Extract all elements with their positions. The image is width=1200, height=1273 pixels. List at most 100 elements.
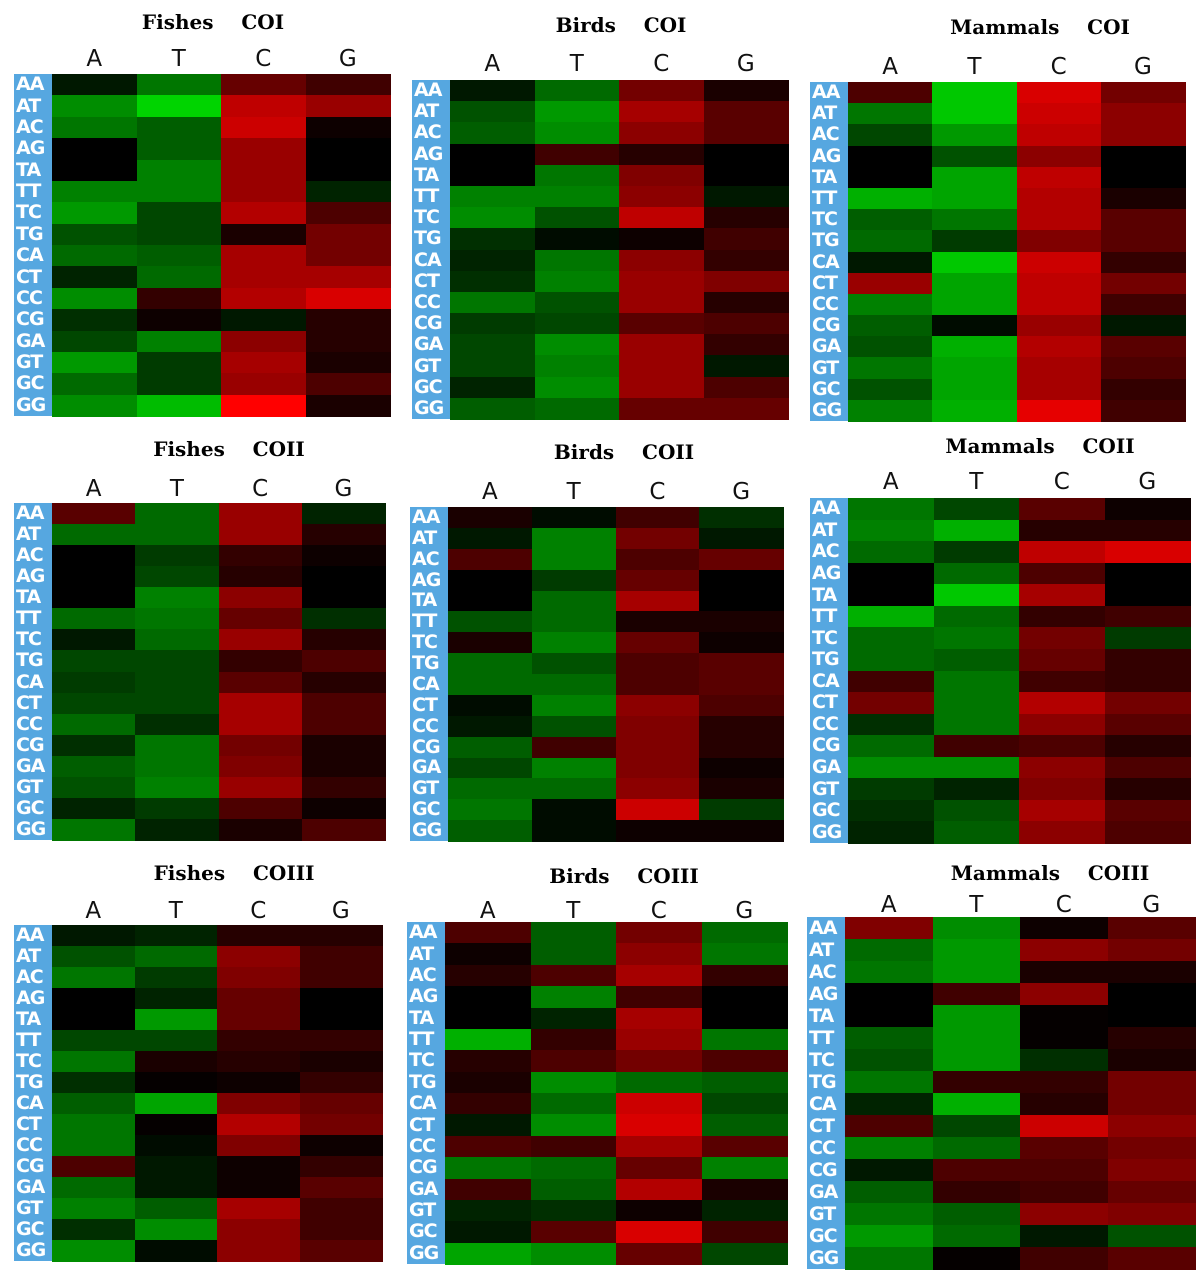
heatmap-cell — [136, 351, 222, 374]
column-label: C — [1055, 892, 1072, 918]
heatmap-cell — [217, 967, 300, 989]
row-label: GA — [809, 1180, 838, 1203]
row-label: GC — [812, 377, 841, 400]
heatmap-cell — [218, 566, 303, 588]
row-label: TA — [812, 165, 837, 188]
heatmap-cell — [305, 394, 391, 417]
heatmap-cell — [701, 1050, 788, 1073]
heatmap-cell — [135, 692, 219, 715]
heatmap-cell — [135, 587, 219, 609]
row-label: AG — [409, 985, 438, 1008]
heatmap-cell — [615, 527, 700, 550]
heatmap-cell — [932, 251, 1017, 274]
heatmap-cell — [615, 611, 700, 633]
heatmap-cell — [616, 943, 702, 966]
row-label: AC — [16, 544, 44, 567]
heatmap-cell — [1107, 1093, 1196, 1116]
heatmap-cell — [218, 650, 303, 672]
heatmap-cell — [305, 287, 391, 310]
heatmap-cell — [531, 715, 616, 738]
row-label: TC — [409, 1049, 435, 1072]
heatmap-cell — [218, 545, 303, 567]
heatmap-cell — [52, 524, 136, 546]
heatmap-cell — [450, 397, 535, 420]
heatmap-cell — [534, 122, 620, 145]
row-label: CA — [414, 248, 442, 271]
heatmap-cell — [445, 964, 531, 987]
heatmap-cell — [448, 527, 533, 550]
row-label: TA — [812, 583, 837, 606]
heatmap-cell — [848, 713, 934, 736]
heatmap-cell — [699, 694, 784, 717]
heatmap-cell — [52, 1198, 135, 1220]
heatmap-cell — [1100, 82, 1186, 104]
heatmap-cell — [703, 334, 789, 356]
heatmap-cell — [531, 674, 616, 696]
heatmap-cell — [299, 1114, 383, 1136]
heatmap-cell — [448, 569, 533, 591]
heatmap-cell — [1016, 103, 1102, 125]
heatmap-cell — [134, 1156, 218, 1178]
column-label: G — [334, 476, 353, 502]
heatmap-cell — [530, 986, 617, 1008]
heatmap-cell — [531, 507, 616, 529]
heatmap-cell — [448, 674, 533, 696]
row-label: CT — [16, 691, 42, 714]
heatmap-cell — [52, 373, 137, 396]
heatmap-cell — [1104, 735, 1191, 758]
heatmap-cell — [52, 1114, 135, 1136]
row-label: TA — [16, 1008, 41, 1030]
heatmap-cell — [848, 103, 933, 125]
heatmap-cell — [218, 713, 303, 736]
heatmap-cell — [932, 1115, 1021, 1138]
heatmap-cell — [933, 605, 1020, 628]
heatmap-cell — [699, 590, 784, 612]
heatmap-cell — [932, 983, 1021, 1006]
heatmap-cell — [1019, 519, 1105, 542]
heatmap-cell — [450, 291, 535, 314]
heatmap-cell — [530, 1050, 617, 1073]
column-label: G — [1142, 892, 1161, 918]
heatmap-cell — [531, 757, 616, 779]
heatmap-cell — [932, 357, 1017, 380]
heatmap-cell — [534, 313, 620, 335]
heatmap-cell — [1019, 713, 1105, 736]
row-label: GT — [412, 777, 439, 800]
heatmap-cell — [52, 180, 137, 203]
heatmap-cell — [301, 629, 386, 651]
heatmap-cell — [1100, 145, 1186, 168]
row-label: AA — [409, 921, 437, 944]
heatmap-cell — [699, 715, 784, 738]
heatmap-cell — [1100, 209, 1186, 231]
heatmap-cell — [52, 309, 137, 331]
heatmap-cell — [299, 1177, 383, 1199]
heatmap-cell — [450, 101, 535, 123]
heatmap-cell — [445, 1157, 531, 1179]
heatmap-grid — [52, 74, 391, 417]
heatmap-cell — [221, 159, 306, 182]
heatmap-cell — [221, 202, 306, 225]
heatmap-cell — [1104, 562, 1191, 585]
column-label: G — [338, 46, 357, 72]
heatmap-cell — [1020, 939, 1108, 962]
heatmap-cell — [445, 1028, 531, 1051]
heatmap-cell — [701, 1028, 788, 1051]
heatmap-cell — [445, 1242, 531, 1265]
heatmap-cell — [301, 713, 386, 736]
heatmap-cell — [1020, 1137, 1108, 1160]
heatmap-cell — [301, 776, 386, 799]
heatmap-cell — [619, 334, 704, 356]
heatmap-cell — [450, 122, 535, 145]
heatmap-cell — [450, 228, 535, 250]
heatmap-cell — [615, 548, 700, 571]
heatmap-cell — [703, 80, 789, 102]
heatmap-cell — [845, 961, 933, 984]
heatmap-cell — [52, 245, 137, 267]
row-label: GT — [809, 1202, 836, 1225]
heatmap-cell — [299, 1135, 383, 1157]
heatmap-cell — [932, 103, 1017, 125]
heatmap-cell — [135, 671, 219, 694]
heatmap-cell — [619, 355, 704, 378]
heatmap-cell — [221, 245, 306, 267]
heatmap-cell — [619, 101, 704, 123]
